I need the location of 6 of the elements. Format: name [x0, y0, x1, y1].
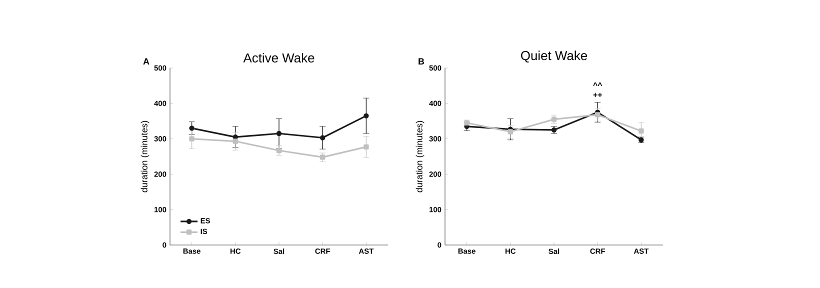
chart-title: Active Wake [243, 52, 314, 63]
y-axis-title: duration (minutes) [416, 120, 424, 192]
text: B [418, 58, 424, 64]
y-axis-title: duration (minutes) [140, 120, 150, 192]
chart-title: Quiet Wake [521, 50, 588, 63]
text: A [143, 58, 150, 64]
